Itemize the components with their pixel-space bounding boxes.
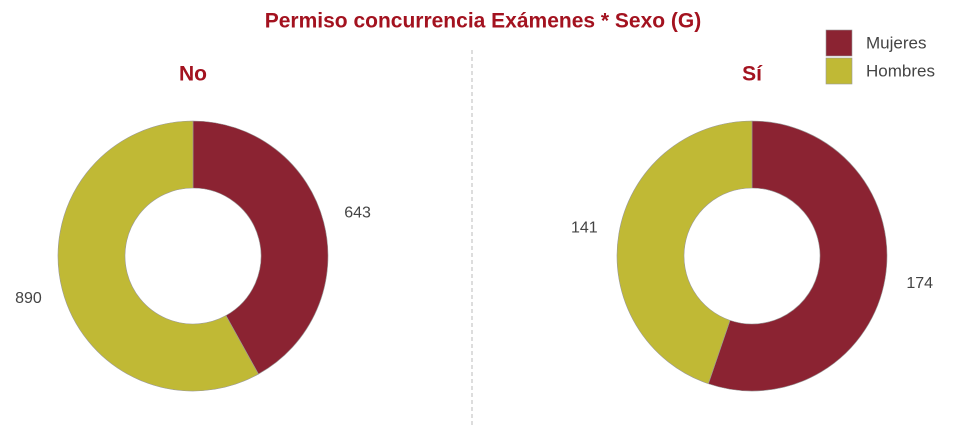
chart-title: Permiso concurrencia Exámenes * Sexo (G) <box>265 10 702 33</box>
data-label: 643 <box>344 205 371 222</box>
data-label: 141 <box>571 219 598 236</box>
data-label: 890 <box>15 290 42 307</box>
data-label: 174 <box>906 275 933 292</box>
legend-label: Mujeres <box>866 33 926 52</box>
legend-label: Hombres <box>866 61 935 80</box>
legend-swatch <box>825 57 853 85</box>
donut-slice <box>616 120 753 385</box>
donut-slice <box>707 120 888 392</box>
donut-slice <box>192 120 329 375</box>
chart-subtitle: No <box>179 63 207 86</box>
legend-swatch <box>825 29 853 57</box>
chart-subtitle: Sí <box>742 63 763 86</box>
donut-slice <box>57 120 259 392</box>
